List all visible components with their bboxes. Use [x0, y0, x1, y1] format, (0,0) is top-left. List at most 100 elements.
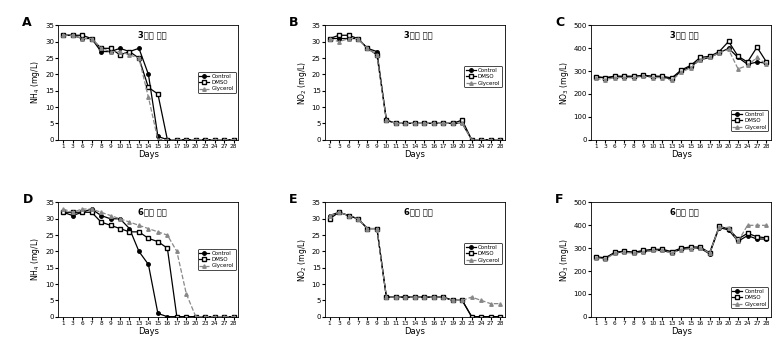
Line: Glycerol: Glycerol	[594, 48, 768, 82]
Glycerol	[153, 230, 163, 234]
DMSO	[429, 295, 439, 299]
Control	[191, 314, 200, 319]
Control	[210, 138, 220, 142]
Line: Control: Control	[594, 47, 768, 81]
Control	[495, 314, 505, 319]
Legend: Control, DMSO, Glycerol: Control, DMSO, Glycerol	[464, 66, 502, 87]
Glycerol	[429, 295, 439, 299]
Control	[648, 248, 657, 253]
Control	[762, 237, 771, 241]
Control	[705, 252, 714, 256]
DMSO	[125, 230, 134, 234]
Glycerol	[191, 314, 200, 319]
Glycerol	[200, 138, 210, 142]
Control	[477, 138, 486, 142]
Glycerol	[743, 223, 753, 228]
DMSO	[153, 92, 163, 96]
DMSO	[87, 210, 97, 214]
Glycerol	[486, 138, 495, 142]
DMSO	[629, 74, 639, 78]
DMSO	[724, 226, 733, 231]
Control	[629, 75, 639, 79]
DMSO	[439, 121, 448, 126]
Control	[200, 314, 210, 319]
DMSO	[363, 46, 372, 51]
Glycerol	[344, 213, 353, 218]
DMSO	[620, 74, 629, 78]
Control	[753, 60, 762, 64]
Y-axis label: NO$_3$ (mg/L): NO$_3$ (mg/L)	[558, 237, 571, 282]
Control	[467, 314, 476, 319]
Control	[400, 295, 410, 299]
Glycerol	[77, 207, 86, 211]
Line: Control: Control	[328, 37, 502, 141]
Line: Control: Control	[62, 207, 235, 318]
Line: DMSO: DMSO	[594, 225, 768, 260]
Control	[667, 250, 676, 255]
DMSO	[429, 121, 439, 126]
Control	[172, 138, 182, 142]
Control	[676, 247, 686, 252]
Control	[477, 314, 486, 319]
Glycerol	[391, 295, 400, 299]
DMSO	[172, 138, 182, 142]
DMSO	[400, 295, 410, 299]
Control	[448, 121, 457, 126]
DMSO	[667, 76, 676, 80]
Text: 6개월 냉동: 6개월 냉동	[404, 207, 433, 216]
Glycerol	[686, 246, 696, 251]
Glycerol	[77, 36, 86, 41]
Line: Glycerol: Glycerol	[62, 33, 235, 141]
DMSO	[58, 210, 68, 214]
Control	[448, 298, 457, 302]
Glycerol	[733, 67, 742, 71]
DMSO	[639, 248, 648, 253]
Glycerol	[724, 47, 733, 52]
Control	[325, 36, 334, 41]
Control	[372, 226, 382, 231]
Control	[334, 210, 344, 214]
Glycerol	[705, 251, 714, 256]
Control	[601, 76, 610, 80]
Glycerol	[724, 225, 733, 230]
Glycerol	[163, 233, 172, 237]
Glycerol	[182, 138, 191, 142]
Control	[144, 262, 153, 267]
Control	[610, 75, 619, 79]
Control	[163, 138, 172, 142]
DMSO	[163, 138, 172, 142]
Glycerol	[467, 138, 476, 142]
DMSO	[696, 55, 705, 60]
Control	[200, 138, 210, 142]
Glycerol	[182, 292, 191, 296]
Glycerol	[439, 295, 448, 299]
Glycerol	[601, 78, 610, 82]
Control	[601, 256, 610, 261]
DMSO	[372, 53, 382, 57]
DMSO	[420, 121, 429, 126]
Glycerol	[106, 213, 115, 218]
DMSO	[629, 250, 639, 254]
Glycerol	[733, 239, 742, 244]
DMSO	[382, 295, 391, 299]
Text: 6개월 냉동: 6개월 냉동	[671, 207, 700, 216]
Glycerol	[68, 33, 77, 37]
Glycerol	[753, 223, 762, 228]
Glycerol	[125, 220, 134, 224]
Control	[429, 295, 439, 299]
Control	[410, 295, 419, 299]
DMSO	[134, 230, 143, 234]
Text: D: D	[23, 193, 33, 206]
DMSO	[115, 226, 125, 231]
Control	[325, 213, 334, 218]
Control	[354, 36, 363, 41]
Glycerol	[144, 95, 153, 99]
DMSO	[163, 246, 172, 250]
DMSO	[705, 250, 714, 255]
Text: E: E	[289, 193, 298, 206]
DMSO	[420, 295, 429, 299]
Glycerol	[410, 121, 419, 126]
Glycerol	[200, 314, 210, 319]
Glycerol	[97, 46, 106, 51]
DMSO	[153, 240, 163, 244]
